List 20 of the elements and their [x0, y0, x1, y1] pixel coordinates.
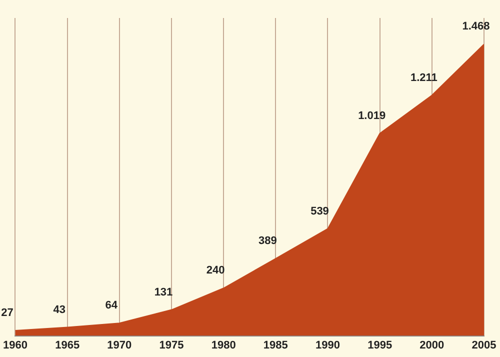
data-label: 131	[154, 286, 173, 298]
data-label: 1.211	[410, 72, 438, 84]
x-tick-label: 2000	[420, 339, 444, 352]
x-tick-label: 1990	[316, 339, 340, 352]
x-tick-label: 1985	[263, 339, 288, 352]
data-label: 43	[53, 304, 66, 316]
data-label: 1.019	[358, 110, 386, 122]
x-tick-label: 1995	[368, 339, 392, 352]
data-label: 64	[105, 300, 118, 312]
x-tick-label: 1975	[159, 339, 184, 352]
x-tick-label: 1980	[211, 339, 236, 352]
x-tick-label: 1960	[2, 339, 28, 352]
data-label: 240	[206, 264, 225, 277]
data-label: 1.468	[462, 20, 490, 33]
data-label: 27	[1, 306, 14, 319]
x-tick-label: 1970	[107, 339, 132, 352]
data-label: 539	[310, 205, 329, 218]
data-label: 389	[258, 235, 277, 248]
x-tick-label: 1965	[55, 339, 80, 352]
x-tick-label: 2005	[472, 339, 496, 352]
